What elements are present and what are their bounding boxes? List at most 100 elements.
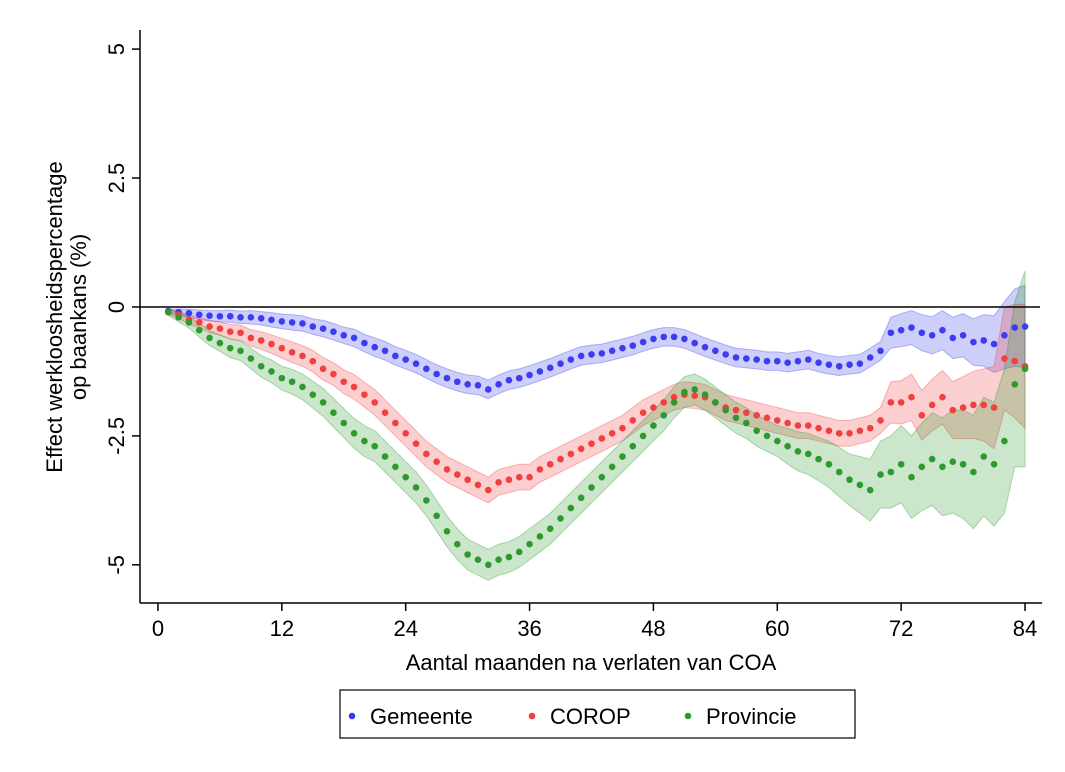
dot	[515, 374, 523, 382]
dot	[897, 460, 905, 468]
dot	[268, 340, 275, 348]
dot	[908, 393, 915, 401]
dot	[608, 430, 616, 437]
dot	[887, 468, 895, 476]
dot	[288, 319, 296, 326]
dot	[691, 339, 699, 347]
dot	[835, 468, 843, 476]
dot	[722, 406, 729, 414]
dot	[866, 354, 874, 361]
legend-label: Provincie	[706, 704, 796, 729]
dot	[361, 339, 368, 347]
x-tick-label: 48	[641, 616, 665, 641]
dot	[1001, 437, 1008, 445]
dot	[371, 399, 379, 406]
legend-marker	[348, 712, 356, 720]
dot	[1011, 324, 1019, 331]
dot	[505, 476, 513, 484]
dot	[598, 350, 606, 357]
dot	[546, 525, 554, 533]
confidence-band	[167, 303, 1026, 504]
dot	[588, 351, 595, 358]
dot	[319, 365, 327, 373]
dot	[691, 386, 699, 393]
dot	[918, 411, 926, 419]
dot	[381, 453, 389, 460]
confidence-band	[167, 270, 1026, 581]
dot	[918, 463, 926, 471]
x-tick-label: 84	[1013, 616, 1037, 641]
dot	[588, 440, 595, 447]
dot	[278, 374, 286, 382]
dot	[773, 357, 781, 365]
x-tick-label: 36	[517, 616, 541, 641]
y-tick-label: 2.5	[104, 163, 129, 194]
dot	[691, 392, 699, 399]
dot	[319, 325, 327, 332]
dot	[660, 399, 668, 406]
y-title-line: op baankans (%)	[66, 234, 91, 400]
dot	[526, 371, 533, 379]
dot	[412, 440, 420, 447]
dot	[278, 318, 286, 325]
dot	[928, 455, 936, 463]
dot	[650, 335, 657, 343]
dot	[288, 349, 296, 356]
dot	[546, 460, 554, 468]
dot	[226, 344, 234, 352]
dot	[619, 344, 626, 352]
dot	[619, 453, 626, 460]
dot	[206, 312, 213, 320]
dot	[650, 404, 657, 411]
dot	[639, 432, 647, 440]
dot	[247, 313, 255, 321]
x-tick-label: 0	[152, 616, 164, 641]
dot	[629, 417, 637, 424]
dot	[392, 352, 399, 360]
dot	[815, 455, 822, 463]
legend-marker	[528, 712, 536, 720]
dot	[939, 393, 946, 401]
dot	[732, 414, 740, 422]
dot	[381, 409, 389, 416]
dot	[753, 356, 760, 363]
dot	[495, 479, 502, 486]
dot	[484, 386, 492, 393]
dot	[856, 360, 864, 367]
dot	[939, 463, 946, 471]
dot	[670, 399, 678, 406]
dot	[454, 378, 461, 386]
dot	[557, 360, 564, 367]
dot	[185, 309, 193, 317]
dot	[464, 381, 471, 388]
dot	[928, 401, 936, 409]
dot	[330, 409, 337, 416]
dot	[990, 340, 998, 348]
dot	[195, 311, 203, 318]
dot	[743, 419, 750, 427]
dot	[846, 430, 853, 437]
dot	[557, 455, 564, 463]
dot	[629, 442, 637, 450]
dot	[670, 333, 678, 341]
dot	[877, 347, 884, 355]
dot	[949, 458, 957, 465]
dot	[557, 515, 564, 522]
legend-label: COROP	[550, 704, 631, 729]
dot	[918, 329, 926, 337]
dot	[505, 553, 513, 561]
legend-box	[339, 689, 856, 739]
dot	[433, 458, 440, 465]
dot	[908, 324, 915, 331]
dot	[536, 368, 544, 375]
dot	[598, 473, 606, 481]
dot	[567, 356, 575, 363]
dot	[484, 486, 492, 494]
dot	[732, 406, 740, 414]
x-tick-label: 60	[765, 616, 789, 641]
dot	[577, 445, 585, 453]
dot	[268, 368, 275, 375]
dot	[412, 484, 420, 491]
x-tick-label: 24	[393, 616, 417, 641]
y-tick-label: 0	[104, 301, 129, 313]
